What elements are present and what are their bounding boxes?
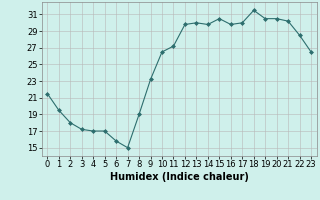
X-axis label: Humidex (Indice chaleur): Humidex (Indice chaleur): [110, 172, 249, 182]
